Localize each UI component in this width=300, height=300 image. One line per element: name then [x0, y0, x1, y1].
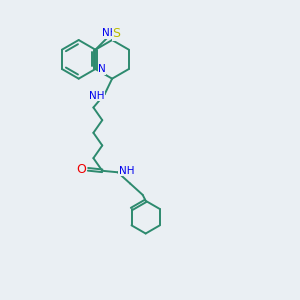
Text: NH: NH — [102, 28, 118, 38]
Text: N: N — [98, 64, 106, 74]
Text: NH: NH — [119, 166, 134, 176]
Text: O: O — [76, 163, 86, 176]
Text: NH: NH — [88, 91, 104, 100]
Text: S: S — [112, 27, 120, 40]
